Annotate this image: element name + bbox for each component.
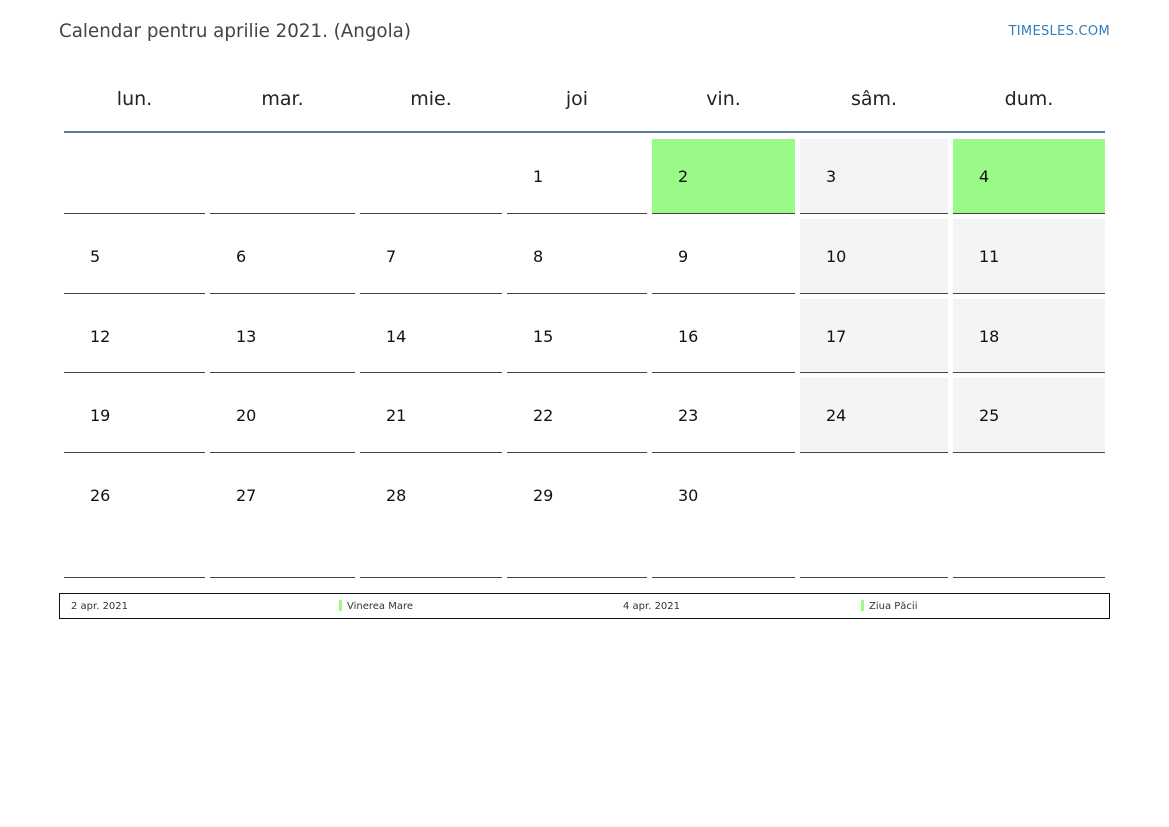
weekday-label: mie. — [410, 88, 452, 110]
calendar-day-cell: 13 — [210, 299, 355, 373]
day-number: 5 — [90, 247, 101, 266]
calendar-day-cell: 28 — [360, 458, 502, 578]
day-number: 6 — [236, 247, 247, 266]
day-number: 15 — [533, 327, 554, 346]
calendar-day-cell: 22 — [507, 378, 647, 453]
calendar-day-cell: 26 — [64, 458, 205, 578]
calendar-day-cell: 10 — [800, 219, 948, 294]
day-number: 10 — [826, 247, 847, 266]
day-number: 13 — [236, 327, 257, 346]
calendar-day-cell: 3 — [800, 139, 948, 214]
weekday-label: sâm. — [850, 88, 898, 110]
calendar-day-cell: 19 — [64, 378, 205, 453]
empty-day-cell — [64, 139, 205, 214]
day-number: 23 — [678, 406, 699, 425]
day-number: 24 — [826, 406, 847, 425]
calendar-day-cell: 5 — [64, 219, 205, 294]
day-number: 28 — [386, 486, 407, 505]
day-number: 29 — [533, 486, 554, 505]
calendar-day-cell: 14 — [360, 299, 502, 373]
calendar-day-cell: 8 — [507, 219, 647, 294]
calendar-day-cell: 11 — [953, 219, 1105, 294]
day-number: 26 — [90, 486, 111, 505]
day-number: 16 — [678, 327, 699, 346]
weekday-label: dum. — [1004, 88, 1054, 110]
day-number: 17 — [826, 327, 847, 346]
day-number: 2 — [678, 167, 689, 186]
calendar-day-cell: 1 — [507, 139, 647, 214]
day-number: 19 — [90, 406, 111, 425]
day-number: 8 — [533, 247, 544, 266]
empty-day-cell — [953, 458, 1105, 578]
day-number: 1 — [533, 167, 544, 186]
legend-color-marker-2 — [861, 600, 864, 611]
calendar-day-cell: 24 — [800, 378, 948, 453]
day-number: 11 — [979, 247, 1000, 266]
day-number: 18 — [979, 327, 1000, 346]
calendar-day-cell: 25 — [953, 378, 1105, 453]
page-title: Calendar pentru aprilie 2021. (Angola) — [59, 20, 411, 42]
day-number: 21 — [386, 406, 407, 425]
day-number: 9 — [678, 247, 689, 266]
calendar-day-cell: 23 — [652, 378, 795, 453]
day-number: 14 — [386, 327, 407, 346]
legend-date-2: 4 apr. 2021 — [623, 601, 681, 612]
day-number: 27 — [236, 486, 257, 505]
empty-day-cell — [360, 139, 502, 214]
empty-day-cell — [210, 139, 355, 214]
calendar-day-cell: 17 — [800, 299, 948, 373]
empty-day-cell — [800, 458, 948, 578]
day-number: 4 — [979, 167, 990, 186]
calendar-day-cell: 18 — [953, 299, 1105, 373]
day-number: 30 — [678, 486, 699, 505]
calendar-day-cell: 12 — [64, 299, 205, 373]
weekday-label: vin. — [706, 88, 741, 110]
calendar-day-cell: 7 — [360, 219, 502, 294]
day-number: 12 — [90, 327, 111, 346]
day-number: 3 — [826, 167, 837, 186]
legend-date-1: 2 apr. 2021 — [71, 601, 129, 612]
day-number: 7 — [386, 247, 397, 266]
calendar-day-cell: 21 — [360, 378, 502, 453]
calendar-day-cell: 4 — [953, 139, 1105, 214]
day-number: 22 — [533, 406, 554, 425]
weekday-label: lun. — [116, 88, 153, 110]
calendar-day-cell: 2 — [652, 139, 795, 214]
header-divider — [64, 131, 1105, 133]
calendar-day-cell: 9 — [652, 219, 795, 294]
legend-color-marker-1 — [339, 600, 342, 611]
calendar-day-cell: 6 — [210, 219, 355, 294]
weekday-label: joi — [565, 88, 589, 110]
legend-name-2: Ziua Păcii — [869, 601, 918, 612]
day-number: 20 — [236, 406, 257, 425]
calendar-day-cell: 29 — [507, 458, 647, 578]
calendar-day-cell: 30 — [652, 458, 795, 578]
brand-link[interactable]: TIMESLES.COM — [1008, 24, 1110, 39]
calendar-day-cell: 16 — [652, 299, 795, 373]
calendar-day-cell: 20 — [210, 378, 355, 453]
legend-name-1: Vinerea Mare — [347, 601, 414, 612]
calendar-day-cell: 27 — [210, 458, 355, 578]
holiday-legend: 2 apr. 2021 Vinerea Mare 4 apr. 2021 Ziu… — [59, 593, 1110, 619]
calendar-day-cell: 15 — [507, 299, 647, 373]
weekday-label: mar. — [261, 88, 304, 110]
day-number: 25 — [979, 406, 1000, 425]
